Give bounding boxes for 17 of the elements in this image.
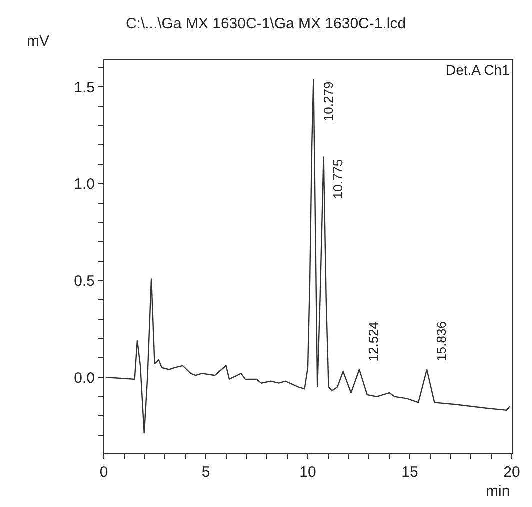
y-axis-title: mV [27, 33, 50, 50]
annotation: Det.A Ch1 [446, 62, 510, 78]
x-tick-label: 10 [300, 464, 316, 481]
y-tick-label: 0.0 [74, 370, 95, 387]
annotation: 12.524 [366, 322, 382, 362]
chart-title: C:\...\Ga MX 1630C-1\Ga MX 1630C-1.lcd [126, 16, 406, 32]
x-axis-title: min [486, 483, 510, 500]
annotation: 10.279 [320, 82, 336, 122]
annotation: 10.775 [330, 159, 346, 200]
annotation: 15.836 [434, 322, 449, 362]
y-tick-label: 0.5 [74, 272, 95, 290]
x-tick-label: 15 [402, 464, 418, 481]
x-tick-label: 5 [202, 464, 210, 481]
x-tick-label: 0 [100, 464, 108, 481]
y-tick-label: 1.5 [74, 79, 95, 96]
y-tick-label: 1.0 [74, 176, 95, 194]
x-tick-label: 20 [504, 464, 520, 481]
